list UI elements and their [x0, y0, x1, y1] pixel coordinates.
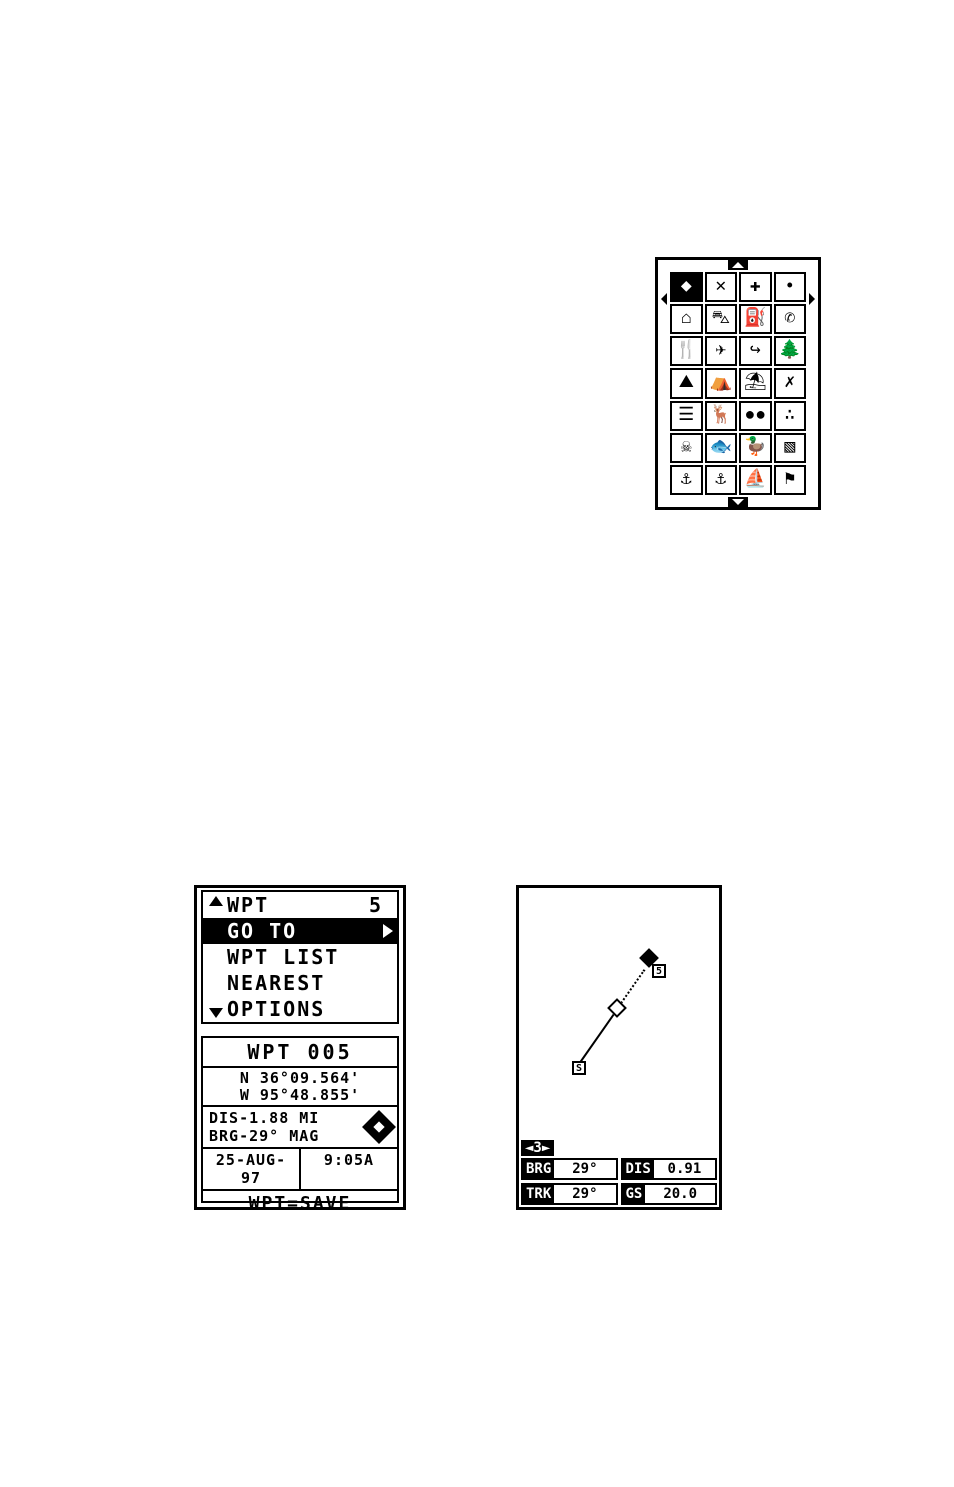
diamond-icon[interactable]: ◆: [670, 272, 703, 302]
scroll-up-tab[interactable]: [728, 260, 748, 270]
exit-icon[interactable]: ↪: [739, 336, 772, 366]
deer-icon[interactable]: 🦌: [705, 401, 738, 431]
picnic-icon[interactable]: ⛱: [739, 368, 772, 398]
x-icon[interactable]: ✕: [705, 272, 738, 302]
car-icon[interactable]: ⛍: [705, 304, 738, 334]
map-zoom-indicator[interactable]: ◄3►: [521, 1140, 554, 1156]
waypoint-menu-screen: WPT 5 GO TOWPT LISTNEARESTOPTIONS WPT 00…: [194, 885, 406, 1210]
ladder-icon[interactable]: ☰: [670, 401, 703, 431]
wpt-dis-brg: DIS-1.88 MI BRG-29° MAG: [203, 1107, 397, 1149]
wpt-coords: N 36°09.564' W 95°48.855': [203, 1068, 397, 1107]
map-data-bar: ◄3► BRG 29° DIS 0.91 TRK 29° GS 20.0: [521, 1139, 717, 1205]
house-icon[interactable]: ⌂: [670, 304, 703, 334]
menu-item-go-to[interactable]: GO TO: [203, 918, 397, 944]
wpt-brg: BRG-29° MAG: [209, 1127, 319, 1145]
brg-readout: BRG 29°: [521, 1158, 618, 1180]
fuel-icon[interactable]: ⛽: [739, 304, 772, 334]
anchor-icon[interactable]: ⚓: [705, 465, 738, 495]
menu-item-wpt-list[interactable]: WPT LIST: [203, 944, 397, 970]
phone-icon[interactable]: ✆: [774, 304, 807, 334]
wpt-time: 9:05A: [301, 1149, 397, 1189]
icon-grid: ◆✕✚•⌂⛍⛽✆🍴✈↪🌲⛰⛺⛱✗☰🦌●●∴☠🐟🦆▧⚓⚓⛵⚑: [670, 272, 806, 495]
prints-icon[interactable]: ●●: [739, 401, 772, 431]
scroll-down-tab[interactable]: [728, 497, 748, 507]
wpt-save-label[interactable]: WPT=SAVE: [203, 1191, 397, 1216]
plane-icon[interactable]: ✈: [705, 336, 738, 366]
menu-item-nearest[interactable]: NEAREST: [203, 970, 397, 996]
wpt-dis: DIS-1.88 MI: [209, 1109, 319, 1127]
trk-value: 29°: [554, 1185, 615, 1203]
submenu-arrow-icon: [383, 924, 393, 938]
deer-cross-icon[interactable]: ✗: [774, 368, 807, 398]
track-line: [578, 1013, 615, 1065]
gs-value: 20.0: [645, 1185, 715, 1203]
scroll-right-arrow[interactable]: [808, 286, 816, 312]
plus-icon[interactable]: ✚: [739, 272, 772, 302]
wpt-date: 25-AUG-97: [203, 1149, 301, 1189]
brg-label: BRG: [523, 1160, 554, 1178]
scroll-left-arrow[interactable]: [660, 286, 668, 312]
camp-icon[interactable]: ⛺: [705, 368, 738, 398]
trk-label: TRK: [523, 1185, 554, 1203]
waypoint-menu: WPT 5 GO TOWPT LISTNEARESTOPTIONS: [201, 890, 399, 1024]
wpt-lat: N 36°09.564': [209, 1070, 391, 1087]
start-marker: S: [572, 1061, 586, 1075]
flag-icon[interactable]: ⚑: [774, 465, 807, 495]
wpt-title: WPT 005: [203, 1038, 397, 1068]
wpt-lon: W 95°48.855': [209, 1087, 391, 1104]
wpt-date-row: 25-AUG-97 9:05A: [203, 1149, 397, 1191]
gs-label: GS: [623, 1185, 646, 1203]
stripe-icon[interactable]: ▧: [774, 433, 807, 463]
map-plot-area: S 5: [519, 888, 719, 1133]
gs-readout: GS 20.0: [621, 1183, 718, 1205]
waypoint-symbol-icon[interactable]: [362, 1110, 396, 1144]
duck-icon[interactable]: 🦆: [739, 433, 772, 463]
waypoint-data-panel: WPT 005 N 36°09.564' W 95°48.855' DIS-1.…: [201, 1036, 399, 1203]
trk-readout: TRK 29°: [521, 1183, 618, 1205]
wpt-count-label: WPT: [227, 893, 269, 917]
wpt-count-value: 5: [369, 893, 383, 917]
tree-icon[interactable]: 🌲: [774, 336, 807, 366]
menu-item-options[interactable]: OPTIONS: [203, 996, 397, 1022]
peak-icon[interactable]: ⛰: [670, 368, 703, 398]
dis-label: DIS: [623, 1160, 654, 1178]
brg-value: 29°: [554, 1160, 615, 1178]
wreck-icon[interactable]: ⚓: [670, 465, 703, 495]
waypoint-count-row: WPT 5: [203, 892, 397, 918]
fish-icon[interactable]: 🐟: [705, 433, 738, 463]
dis-value: 0.91: [654, 1160, 715, 1178]
dot-icon[interactable]: •: [774, 272, 807, 302]
nav-map-screen: S 5 ◄3► BRG 29° DIS 0.91 TRK 29° GS 20.0: [516, 885, 722, 1210]
skull-icon[interactable]: ☠: [670, 433, 703, 463]
position-marker-icon: [607, 998, 627, 1018]
menu-down-icon: [209, 1008, 223, 1018]
tracks-icon[interactable]: ∴: [774, 401, 807, 431]
dis-readout: DIS 0.91: [621, 1158, 718, 1180]
fork-icon[interactable]: 🍴: [670, 336, 703, 366]
icon-picker-screen: ◆✕✚•⌂⛍⛽✆🍴✈↪🌲⛰⛺⛱✗☰🦌●●∴☠🐟🦆▧⚓⚓⛵⚑: [655, 257, 821, 510]
destination-label: 5: [652, 964, 666, 978]
boat-icon[interactable]: ⛵: [739, 465, 772, 495]
